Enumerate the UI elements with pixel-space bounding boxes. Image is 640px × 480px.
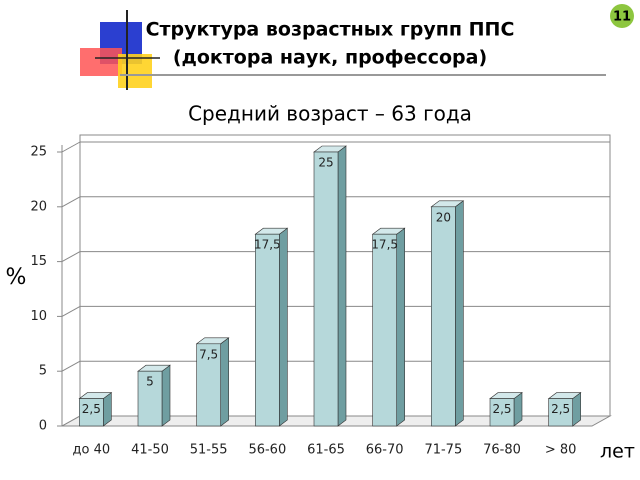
- value-label: 7,5: [199, 347, 218, 361]
- bar: [79, 398, 104, 427]
- value-label: 17,5: [254, 238, 281, 252]
- bar-side: [396, 227, 405, 427]
- value-label: 20: [436, 210, 451, 224]
- bar: [255, 233, 280, 427]
- grid-line: [61, 360, 81, 372]
- deco-yellow: [118, 54, 152, 88]
- slide-number-badge: [610, 4, 634, 28]
- x-tick-label: 71-75: [424, 443, 462, 458]
- chart-title: Структура возрастных групп ППС: [146, 19, 515, 41]
- bar: [313, 151, 339, 427]
- bar: [137, 370, 163, 427]
- y-axis-label: %: [6, 265, 27, 290]
- y-tick-label: 15: [30, 254, 47, 269]
- x-tick-label: 51-55: [190, 443, 228, 458]
- bar: [372, 233, 397, 427]
- title-decoration: [80, 10, 160, 90]
- x-tick-label: до 40: [73, 443, 111, 458]
- x-axis-label: лет: [600, 441, 635, 463]
- x-tick-label: 41-50: [131, 443, 169, 458]
- x-tick-label: 76-80: [483, 443, 521, 458]
- grid-line: [61, 415, 81, 427]
- grid-line: [61, 251, 81, 263]
- chart-subtitle: Средний возраст – 63 года: [188, 102, 472, 126]
- deco-red: [80, 48, 122, 76]
- y-tick-label: 25: [30, 145, 47, 160]
- value-label: 2,5: [492, 402, 511, 416]
- x-tick-label: > 80: [545, 443, 577, 458]
- bar-side: [220, 337, 229, 427]
- grid-line: [61, 305, 81, 317]
- y-tick-label: 0: [39, 419, 47, 434]
- x-tick-label: 66-70: [366, 443, 404, 458]
- value-label: 25: [318, 156, 333, 170]
- bar: [548, 398, 573, 427]
- value-label: 2,5: [551, 402, 570, 416]
- bar-side: [337, 145, 347, 427]
- value-label: 2,5: [82, 402, 101, 416]
- y-tick-label: 10: [30, 309, 47, 324]
- bar-side: [455, 200, 464, 427]
- y-tick-label: 20: [30, 199, 47, 214]
- grid-line: [61, 141, 81, 153]
- slide-number: 11: [613, 10, 631, 25]
- x-tick-label: 56-60: [248, 443, 286, 458]
- bar: [489, 398, 515, 427]
- grid-line: [61, 196, 81, 208]
- bar: [196, 343, 221, 427]
- bar-side: [279, 227, 288, 427]
- y-tick-label: 5: [39, 364, 47, 379]
- bar: [431, 206, 456, 427]
- x-tick-label: 61-65: [307, 443, 345, 458]
- value-label: 17,5: [371, 238, 398, 252]
- value-label: 5: [146, 375, 154, 389]
- chart-title: (доктора наук, профессора): [173, 47, 487, 69]
- bar-side: [161, 364, 171, 427]
